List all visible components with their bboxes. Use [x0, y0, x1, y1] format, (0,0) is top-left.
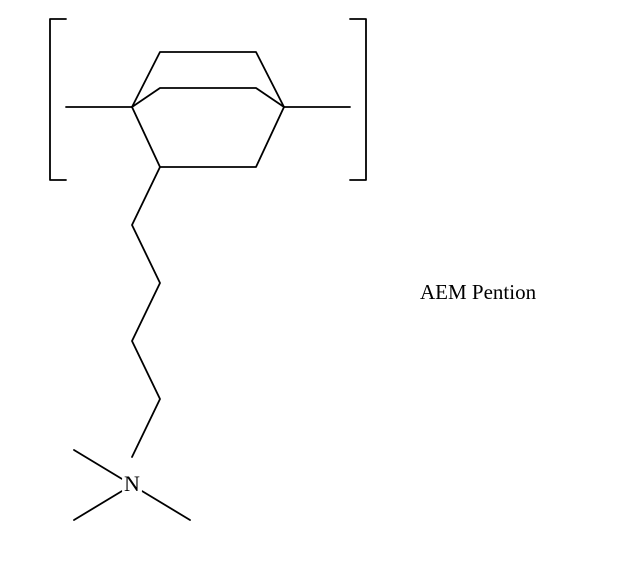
- compound-label: AEM Pention: [420, 280, 536, 305]
- diagram-canvas: N AEM Pention: [0, 0, 640, 574]
- chemical-structure: N: [0, 0, 640, 574]
- svg-text:N: N: [124, 471, 140, 496]
